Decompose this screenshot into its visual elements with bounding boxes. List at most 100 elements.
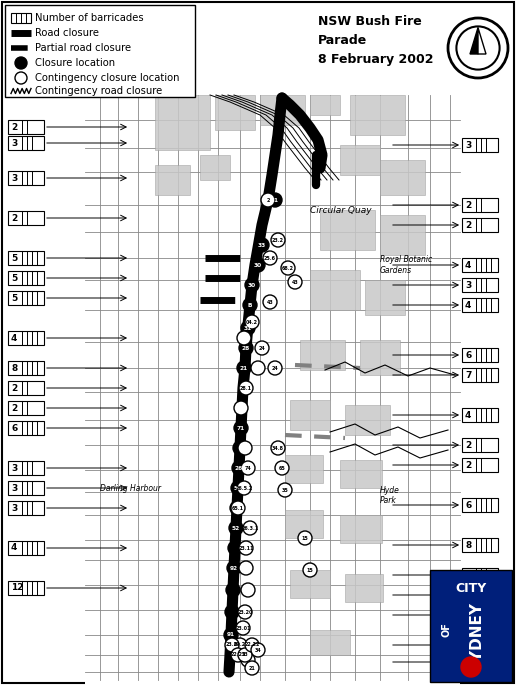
Text: 3: 3 bbox=[465, 590, 471, 599]
Circle shape bbox=[271, 233, 285, 247]
Text: Partial road closure: Partial road closure bbox=[35, 43, 131, 53]
Text: 28.1: 28.1 bbox=[240, 386, 252, 390]
Text: Hyde: Hyde bbox=[380, 486, 400, 495]
Text: 22.22: 22.22 bbox=[230, 653, 246, 658]
Text: 24: 24 bbox=[259, 345, 265, 351]
Text: 21: 21 bbox=[240, 366, 248, 371]
Text: 2: 2 bbox=[11, 214, 17, 223]
Bar bbox=[8, 501, 44, 515]
Text: 8: 8 bbox=[11, 364, 17, 373]
Bar bbox=[8, 291, 44, 305]
Circle shape bbox=[239, 561, 253, 575]
Bar bbox=[340, 515, 382, 543]
Bar bbox=[345, 405, 390, 435]
Text: 5: 5 bbox=[11, 273, 17, 282]
Circle shape bbox=[245, 638, 259, 652]
Text: 3: 3 bbox=[465, 610, 471, 619]
Text: 6: 6 bbox=[11, 423, 17, 432]
Circle shape bbox=[251, 258, 265, 272]
Bar bbox=[8, 211, 44, 225]
Text: 2: 2 bbox=[266, 197, 270, 203]
Circle shape bbox=[243, 298, 257, 312]
Text: 52: 52 bbox=[232, 525, 240, 530]
Text: 69.2: 69.2 bbox=[234, 643, 246, 647]
Text: 53: 53 bbox=[241, 653, 248, 658]
Text: Number of barricades: Number of barricades bbox=[35, 13, 143, 23]
Text: NSW Bush Fire
Parade
8 February 2002: NSW Bush Fire Parade 8 February 2002 bbox=[318, 15, 433, 66]
Text: 15: 15 bbox=[302, 536, 309, 540]
Polygon shape bbox=[478, 27, 486, 54]
Bar bbox=[462, 588, 498, 602]
Circle shape bbox=[268, 361, 282, 375]
Text: Park: Park bbox=[380, 495, 397, 504]
Bar bbox=[5, 5, 195, 97]
Bar bbox=[8, 541, 44, 555]
Bar bbox=[8, 461, 44, 475]
Circle shape bbox=[226, 583, 240, 597]
Text: 30: 30 bbox=[254, 262, 262, 268]
Circle shape bbox=[224, 628, 238, 642]
Bar bbox=[350, 95, 405, 135]
Bar bbox=[8, 251, 44, 265]
Circle shape bbox=[231, 501, 245, 515]
Text: Circular Quay: Circular Quay bbox=[310, 206, 372, 214]
Circle shape bbox=[275, 461, 289, 475]
Text: 2: 2 bbox=[11, 403, 17, 412]
Bar bbox=[8, 361, 44, 375]
Text: 65: 65 bbox=[279, 466, 285, 471]
Circle shape bbox=[234, 421, 248, 435]
Circle shape bbox=[263, 251, 277, 265]
Bar bbox=[462, 198, 498, 212]
Circle shape bbox=[271, 441, 285, 455]
Circle shape bbox=[234, 401, 248, 415]
Circle shape bbox=[251, 643, 265, 657]
Circle shape bbox=[448, 18, 508, 78]
Bar bbox=[285, 455, 323, 483]
Text: 34: 34 bbox=[254, 647, 262, 653]
Text: 43: 43 bbox=[267, 299, 273, 305]
Text: OF: OF bbox=[442, 623, 452, 638]
Bar bbox=[8, 381, 44, 395]
Bar bbox=[462, 408, 498, 422]
Text: Darling Harbour: Darling Harbour bbox=[100, 484, 161, 493]
Text: 04.2: 04.2 bbox=[246, 319, 258, 325]
Bar bbox=[300, 340, 345, 370]
Text: 31: 31 bbox=[244, 325, 252, 330]
Bar bbox=[320, 210, 375, 250]
Circle shape bbox=[241, 583, 255, 597]
Text: 34.8: 34.8 bbox=[272, 445, 284, 451]
Bar bbox=[462, 258, 498, 272]
Text: 7: 7 bbox=[465, 371, 472, 379]
Circle shape bbox=[231, 481, 245, 495]
Bar bbox=[8, 581, 44, 595]
Circle shape bbox=[238, 648, 252, 662]
Text: 30: 30 bbox=[248, 282, 256, 288]
Text: 26: 26 bbox=[235, 466, 243, 471]
Circle shape bbox=[241, 321, 255, 335]
Bar bbox=[8, 331, 44, 345]
Circle shape bbox=[261, 193, 275, 207]
Text: 2: 2 bbox=[465, 201, 471, 210]
Bar bbox=[380, 160, 425, 195]
Circle shape bbox=[241, 653, 255, 667]
Text: 15: 15 bbox=[307, 567, 313, 573]
Bar bbox=[340, 145, 380, 175]
Circle shape bbox=[456, 27, 499, 70]
Text: 5: 5 bbox=[11, 253, 17, 262]
Bar bbox=[462, 368, 498, 382]
Text: 26.5.2: 26.5.2 bbox=[235, 486, 253, 490]
Bar bbox=[360, 340, 400, 375]
Bar bbox=[462, 608, 498, 622]
Bar bbox=[85, 95, 460, 685]
Bar bbox=[462, 278, 498, 292]
Text: 12: 12 bbox=[11, 584, 24, 593]
Bar bbox=[345, 574, 383, 602]
Text: B: B bbox=[248, 303, 252, 308]
Text: Contingency closure location: Contingency closure location bbox=[35, 73, 180, 83]
Bar bbox=[8, 401, 44, 415]
Text: 22.22: 22.22 bbox=[244, 643, 260, 647]
Text: 4: 4 bbox=[11, 543, 18, 553]
Bar bbox=[290, 570, 330, 598]
Bar bbox=[155, 165, 190, 195]
Text: 28: 28 bbox=[242, 345, 250, 351]
